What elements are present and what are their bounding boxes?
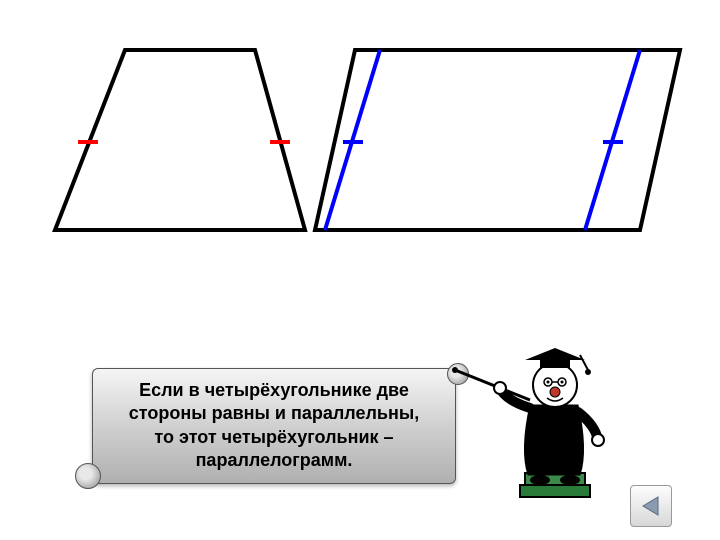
theorem-line: параллелограмм. [109, 449, 439, 472]
prev-slide-button[interactable] [630, 485, 672, 527]
theorem-line: Если в четырёхугольнике две [109, 379, 439, 402]
theorem-line: стороны равны и параллельны, [109, 402, 439, 425]
theorem-line: то этот четырёхугольник – [109, 426, 439, 449]
triangle-left-icon [640, 495, 662, 517]
theorem-text: Если в четырёхугольнике две стороны равн… [109, 379, 439, 473]
scroll-curl-icon [75, 463, 101, 489]
professor-icon [450, 330, 610, 510]
theorem-scroll: Если в четырёхугольнике две стороны равн… [92, 368, 456, 484]
geometry-canvas [0, 0, 720, 300]
